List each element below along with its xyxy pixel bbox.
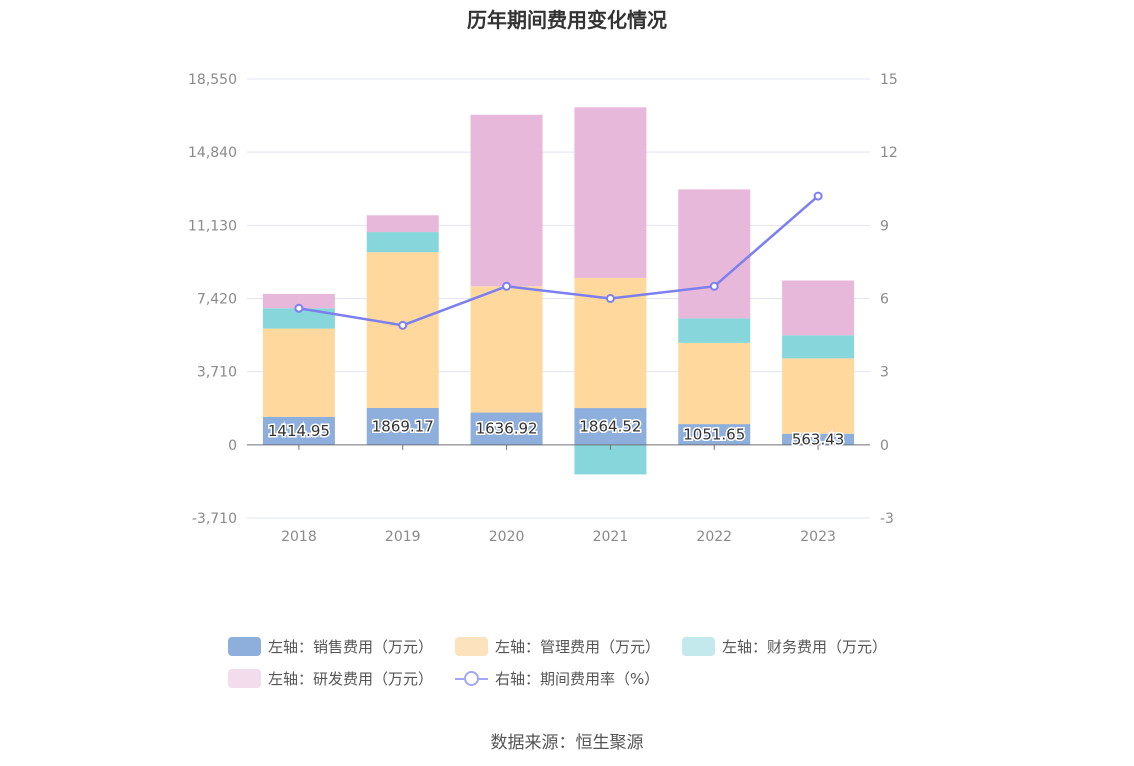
right-axis-tick-label: 15 [880,72,898,88]
left-axis-tick-label: 18,550 [188,72,237,88]
legend-item-admin[interactable]: 左轴：管理费用（万元） [455,636,660,657]
finance-bar [262,308,335,329]
left-axis-tick-label: 0 [228,438,237,454]
legend-item-finance[interactable]: 左轴：财务费用（万元） [682,636,887,657]
legend-label-admin: 左轴：管理费用（万元） [495,637,661,656]
chart-title: 历年期间费用变化情况 [467,8,667,32]
legend-label-rate: 右轴：期间费用率（%） [495,669,660,688]
admin-bar [470,286,543,413]
rate-point [605,294,615,303]
left-axis-tick-label: 3,710 [197,365,237,381]
left-axis-tick-label: 14,840 [188,145,237,161]
finance-bar [782,335,855,359]
x-axis-tick-label: 2020 [489,529,525,545]
x-axis-tick-label: 2022 [696,529,732,545]
rate-point [813,191,823,201]
right-axis-tick-label: 3 [880,365,889,381]
legend-swatch-sales [228,636,261,656]
rd-bar [678,189,751,319]
legend-item-rd[interactable]: 左轴：研发费用（万元） [228,668,433,689]
rate-line [298,195,819,327]
rate-point [709,281,719,291]
right-axis-tick-label: 0 [880,438,889,454]
finance-bar [366,232,439,253]
right-axis-tick-label: 12 [880,145,898,161]
admin-bar [782,358,855,434]
rate-point [294,303,304,313]
admin-bar [366,252,439,408]
sales-data-label: 1869.17 [372,417,434,435]
legend-swatch-rd [228,668,261,688]
legend-label-finance: 左轴：财务费用（万元） [722,637,888,656]
legend-item-rate[interactable]: 右轴：期间费用率（%） [455,668,659,689]
legend-row-1: 左轴：销售费用（万元） 左轴：管理费用（万元） 左轴：财务费用（万元） [228,630,928,662]
right-axis-tick-label: -3 [880,511,894,527]
right-axis-tick-label: 9 [880,218,889,234]
legend-line-icon [455,669,489,688]
sales-bar [470,412,543,445]
x-axis-tick-label: 2023 [800,529,836,545]
admin-bar [262,328,335,417]
sales-bar [262,416,335,445]
sales-data-label: 1636.92 [476,420,538,438]
sales-data-label: 1051.65 [683,425,745,443]
sales-data-label: 563.43 [792,430,845,448]
sales-bar [678,424,751,445]
left-axis-tick-label: 7,420 [197,292,237,308]
right-axis-tick-label: 6 [880,292,889,308]
sales-bar [366,407,439,445]
rate-point [398,320,408,330]
axes: 18,550 14,840 11,130 7,420 3,710 0 -3,710 15 12 9… [188,72,898,545]
legend-swatch-finance [682,636,716,656]
rate-line-series [294,191,823,330]
left-axis-tick-label: 11,130 [188,218,237,234]
sales-data-label: 1414.95 [268,422,330,440]
bar-series [262,107,855,475]
sales-bar [574,408,647,445]
rd-bar [782,280,855,336]
rd-bar [262,293,335,309]
legend-item-sales[interactable]: 左轴：销售费用（万元） [228,636,433,657]
rate-point [502,281,512,291]
rd-bar [470,114,543,287]
legend-label-sales: 左轴：销售费用（万元） [268,637,434,656]
left-axis-tick-label: -3,710 [192,511,237,527]
finance-bar [678,318,751,343]
sales-data-label: 1864.52 [579,417,641,435]
sales-bar [782,433,855,445]
legend-label-rd: 左轴：研发费用（万元） [268,669,434,688]
legend: 左轴：销售费用（万元） 左轴：管理费用（万元） 左轴：财务费用（万元） 左轴：研… [228,630,928,694]
data-labels: 1414.95 1869.17 1636.92 1864.52 1051.65 563.4… [266,416,845,450]
data-source-note: 数据来源：恒生聚源 [490,733,644,753]
grid-lines [247,78,870,519]
legend-row-2: 左轴：研发费用（万元） 右轴：期间费用率（%） [228,662,928,694]
admin-bar [678,342,751,425]
x-axis-tick-label: 2019 [385,529,421,545]
x-axis-tick-label: 2021 [593,529,629,545]
rd-bar [366,215,439,233]
x-axis-tick-label: 2018 [281,529,317,545]
rd-bar [574,107,647,278]
legend-swatch-admin [455,636,489,656]
